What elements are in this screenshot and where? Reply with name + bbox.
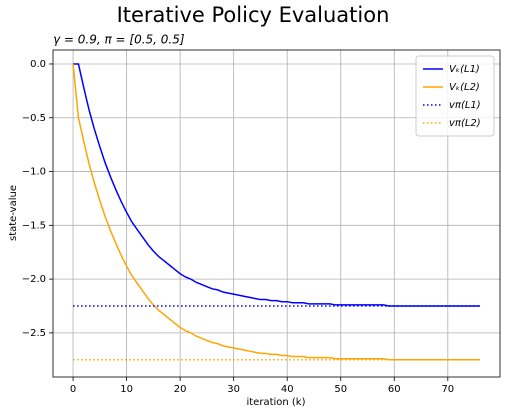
y-tick-label: −2.0 — [22, 274, 46, 285]
x-tick-label: 60 — [388, 384, 401, 395]
legend-label: vπ(L2) — [449, 118, 481, 129]
x-tick-label: 10 — [120, 384, 133, 395]
chart-subtitle: γ = 0.9, π = [0.5, 0.5] — [53, 33, 185, 47]
series-line — [73, 63, 480, 307]
chart-title: Iterative Policy Evaluation — [117, 3, 390, 27]
x-tick-label: 70 — [441, 384, 454, 395]
y-tick-label: −2.5 — [22, 328, 46, 339]
x-tick-label: 40 — [281, 384, 294, 395]
y-tick-label: −1.5 — [22, 220, 46, 231]
x-tick-label: 20 — [174, 384, 187, 395]
y-tick-label: 0.0 — [30, 59, 46, 70]
legend-label: Vₖ(L2) — [449, 82, 480, 93]
legend-label: vπ(L1) — [449, 100, 481, 111]
legend-label: Vₖ(L1) — [449, 64, 480, 75]
axes-frame — [52, 49, 501, 378]
x-tick-label: 50 — [334, 384, 347, 395]
y-tick-label: −1.0 — [22, 167, 46, 178]
legend-box — [415, 55, 495, 137]
y-tick-label: −0.5 — [22, 113, 46, 124]
y-axis-label: state-value — [8, 185, 19, 241]
series-line — [72, 63, 480, 361]
x-axis-label: iteration (k) — [246, 397, 305, 408]
x-tick-label: 0 — [70, 384, 76, 395]
x-tick-label: 30 — [227, 384, 240, 395]
